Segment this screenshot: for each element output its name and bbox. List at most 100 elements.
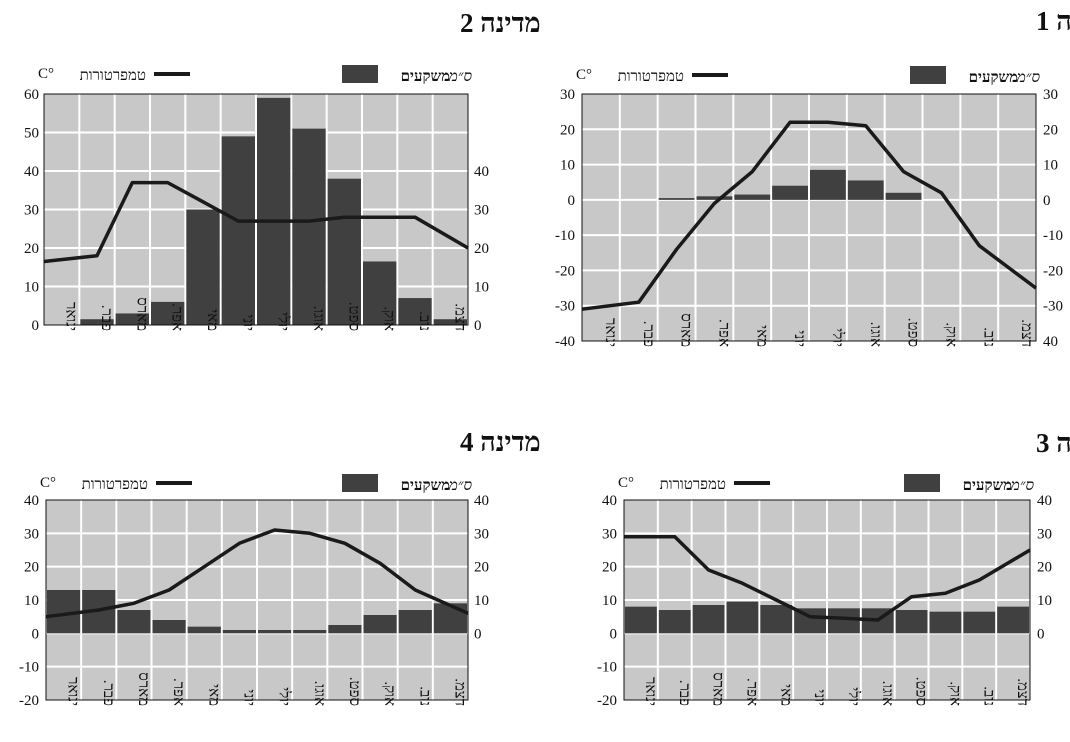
precip-bar-9	[886, 193, 922, 200]
month-label: יוני	[811, 689, 827, 706]
precip-bar-7	[810, 170, 846, 200]
legend: ס״ממשקעים C° טמפרטורות	[38, 65, 472, 85]
temp-tick-label: 50	[24, 126, 39, 142]
temp-tick-label: 10	[24, 593, 39, 609]
temp-tick-label: 30	[602, 526, 617, 542]
precip-tick-label: 30	[474, 526, 489, 542]
legend-temp-label: טמפרטורות	[660, 477, 726, 493]
precip-bar-6	[222, 136, 255, 325]
month-label: פבר.	[100, 680, 116, 706]
precip-tick-label: 30	[474, 203, 489, 219]
temp-tick-label: -30	[555, 299, 575, 315]
precip-bar-3	[659, 198, 695, 200]
precip-tick-label: 20	[474, 560, 489, 576]
month-label: ינואר	[63, 302, 79, 331]
precip-tick-label: 40	[474, 164, 489, 180]
precip-bar-9	[328, 625, 361, 633]
legend-precip-label: משקעים	[401, 69, 450, 85]
temp-tick-label: -20	[19, 693, 39, 709]
month-label: יולי	[276, 687, 293, 706]
precip-tick-label: 10	[474, 280, 489, 296]
month-label: יוני	[791, 330, 807, 347]
precip-bar-7	[258, 630, 291, 633]
precip-bar-3	[117, 610, 150, 633]
legend-precip-label: משקעים	[963, 478, 1012, 494]
precip-bar-6	[223, 630, 256, 633]
temp-tick-label: 20	[602, 560, 617, 576]
chart-title: מדינה 3	[1036, 428, 1070, 458]
temp-tick-label: 40	[24, 493, 39, 509]
temp-tick-label: 20	[24, 560, 39, 576]
precip-bar-7	[257, 98, 290, 325]
month-label: נוב.	[416, 686, 432, 706]
legend: ס״ממשקעים C° טמפרטורות	[618, 474, 1034, 494]
precip-tick-label: -20	[1043, 263, 1063, 279]
chart-title: מדינה 1	[1036, 6, 1070, 36]
precip-bar-11	[963, 612, 995, 634]
precip-bar-1	[625, 607, 657, 634]
precip-tick-label: -30	[1043, 299, 1063, 315]
month-label: מאי	[753, 325, 769, 347]
chart-title: מדינה 4	[460, 427, 541, 457]
month-label: אוגו.	[310, 306, 326, 331]
temp-tick-label: 10	[24, 280, 39, 296]
precip-tick-label: 40	[1043, 334, 1058, 350]
precip-tick-label: 20	[1037, 560, 1052, 576]
month-label: יוני	[240, 689, 256, 706]
legend-temp-label: טמפרטורות	[618, 69, 684, 85]
precip-bar-5	[734, 195, 770, 200]
month-label: מארס	[135, 672, 151, 706]
precip-tick-label: -10	[1043, 228, 1063, 244]
legend-precip-label: משקעים	[401, 478, 450, 494]
month-label: מארס	[678, 313, 694, 347]
precip-tick-label: 30	[1043, 87, 1058, 103]
month-label: יוני	[239, 314, 255, 331]
precip-tick-label: 0	[474, 318, 482, 334]
legend-precip-unit: ס״מ	[1011, 478, 1035, 494]
month-label: אפר.	[715, 319, 731, 347]
precip-bar-12	[434, 603, 467, 633]
temp-tick-label: 10	[560, 158, 575, 174]
precip-axis: 40 30 20 10 0	[1037, 493, 1052, 642]
temp-tick-label: 60	[24, 87, 39, 103]
month-label: מאי	[777, 684, 793, 706]
temp-tick-label: 20	[24, 241, 39, 257]
month-label: אוגו.	[879, 681, 895, 706]
chart-title: מדינה 2	[460, 8, 541, 38]
month-label: יולי	[845, 687, 862, 706]
month-label: מארס	[133, 297, 149, 331]
month-label: נוב.	[980, 327, 996, 347]
month-label: דצמ.	[1014, 678, 1030, 706]
precip-bar-5	[760, 605, 792, 633]
legend-temp-unit: C°	[40, 475, 56, 491]
temp-tick-label: 20	[560, 122, 575, 138]
precip-tick-label: 10	[1043, 158, 1058, 174]
month-label: יולי	[275, 312, 292, 331]
month-label: ינואר	[602, 318, 618, 347]
legend-precip-label: משקעים	[969, 70, 1018, 86]
precip-tick-label: 0	[1043, 193, 1051, 209]
temp-tick-label: -20	[597, 693, 617, 709]
month-label: ספט.	[346, 677, 362, 706]
legend-precip-swatch	[904, 474, 940, 492]
precip-bar-4	[727, 602, 759, 634]
month-label: אוגו.	[311, 681, 327, 706]
legend-temp-label: טמפרטורות	[82, 477, 148, 493]
temp-tick-label: 0	[32, 318, 40, 334]
temp-tick-label: -10	[597, 660, 617, 676]
month-label: אוק.	[946, 681, 962, 706]
precip-bar-10	[364, 615, 397, 633]
legend-precip-unit: ס״מ	[449, 478, 473, 494]
precip-tick-label: 10	[474, 593, 489, 609]
legend-temp-unit: C°	[618, 475, 634, 491]
precip-bar-12	[997, 607, 1029, 634]
month-label: פבר.	[98, 305, 114, 331]
precip-bar-8	[292, 129, 325, 325]
temp-axis: 40 30 20 10 0 -10 -20	[19, 493, 39, 709]
legend-precip-unit: ס״מ	[449, 69, 473, 85]
temp-tick-label: 30	[560, 87, 575, 103]
temp-axis: 60 50 40 30 20 10 0	[24, 87, 39, 334]
legend-temp-unit: C°	[576, 67, 592, 83]
